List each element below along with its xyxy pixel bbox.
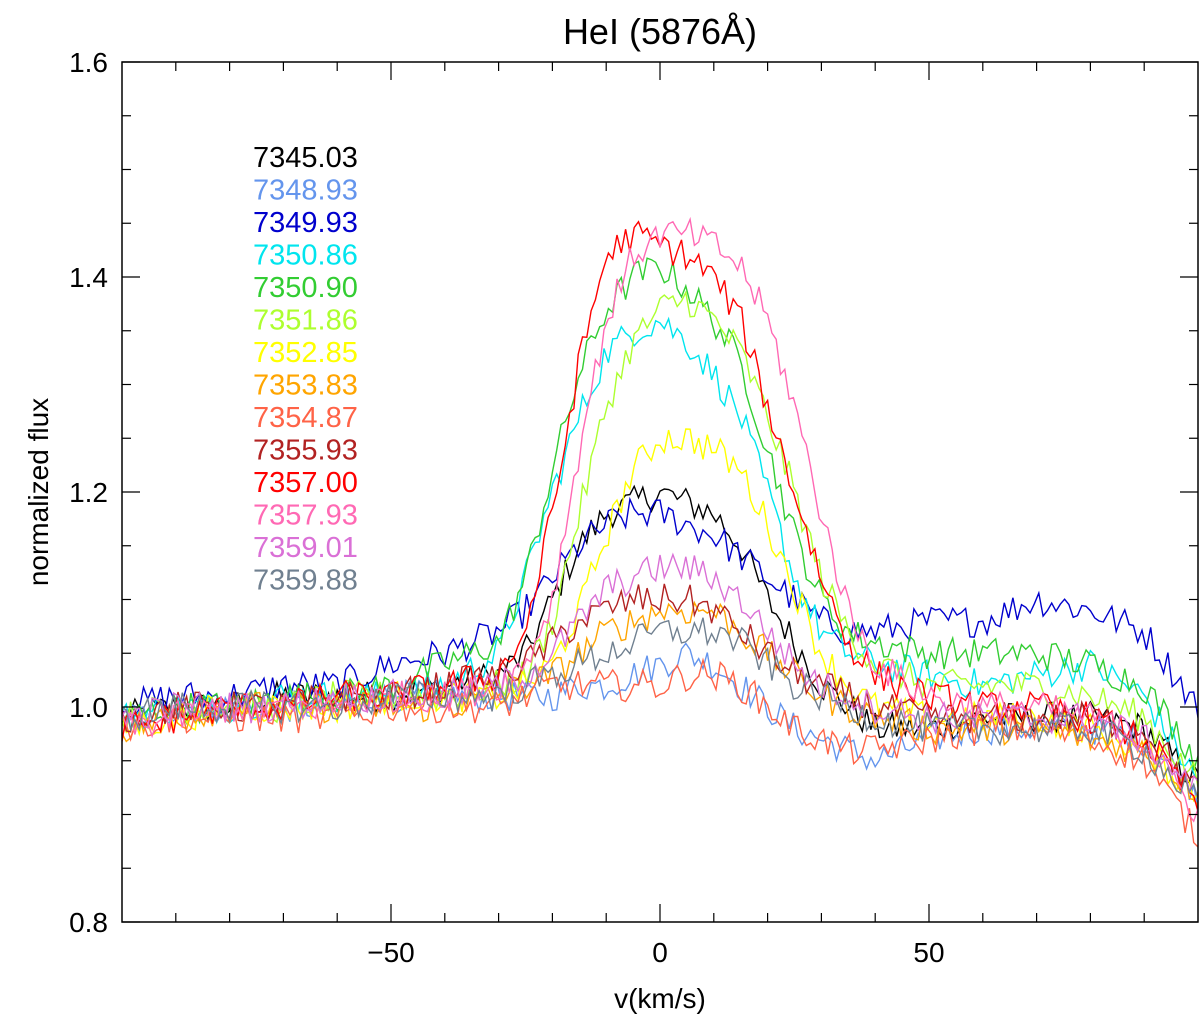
legend-entry: 7359.01 <box>253 532 358 564</box>
y-tick-label: 1.6 <box>69 47 108 78</box>
y-tick-label: 1.4 <box>69 262 108 293</box>
legend-entry: 7355.93 <box>253 435 358 467</box>
series-line-7345-03 <box>122 484 1198 784</box>
y-axis-label: normalized flux <box>23 398 54 586</box>
legend-entry: 7350.86 <box>253 240 358 272</box>
legend: 7345.037348.937349.937350.867350.907351.… <box>253 142 358 597</box>
legend-entry: 7352.85 <box>253 337 358 369</box>
chart-title: HeI (5876Å) <box>563 11 757 52</box>
legend-entry: 7359.88 <box>253 565 358 597</box>
series-line-7359-01 <box>122 552 1198 793</box>
y-tick-label: 0.8 <box>69 907 108 938</box>
legend-entry: 7345.03 <box>253 142 358 174</box>
series-line-7355-93 <box>122 583 1198 786</box>
series-layer <box>122 216 1198 848</box>
legend-entry: 7353.83 <box>253 370 358 402</box>
legend-entry: 7354.87 <box>253 402 358 434</box>
series-line-7354-87 <box>122 657 1198 848</box>
legend-entry: 7357.00 <box>253 467 358 499</box>
series-line-7359-88 <box>122 617 1198 800</box>
legend-entry: 7357.93 <box>253 500 358 532</box>
x-axis-label: v(km/s) <box>614 983 706 1014</box>
x-tick-label: 0 <box>652 937 668 968</box>
y-tick-label: 1.0 <box>69 692 108 723</box>
legend-entry: 7349.93 <box>253 207 358 239</box>
x-tick-label: −50 <box>367 937 415 968</box>
series-line-7349-93 <box>122 496 1198 721</box>
ticks-layer: −50 0 50 0.8 1.0 1.2 1.4 1.6 <box>69 47 1198 968</box>
y-tick-label: 1.2 <box>69 477 108 508</box>
legend-entry: 7350.90 <box>253 272 358 304</box>
x-tick-label: 50 <box>913 937 944 968</box>
legend-entry: 7348.93 <box>253 175 358 207</box>
legend-entry: 7351.86 <box>253 305 358 337</box>
